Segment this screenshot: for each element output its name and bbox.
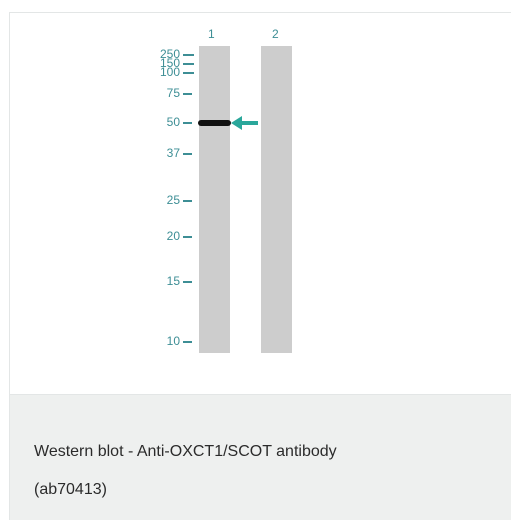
marker-tick-250 xyxy=(183,54,194,56)
marker-tick-10 xyxy=(183,341,192,343)
marker-label-15: 15 xyxy=(166,274,180,288)
marker-label-150: 150 xyxy=(159,56,180,70)
band-arrow-icon xyxy=(231,116,258,130)
marker-tick-37 xyxy=(183,153,192,155)
lane-1 xyxy=(199,46,230,353)
marker-label-50: 50 xyxy=(166,115,180,129)
lane-label-1: 1 xyxy=(208,27,215,41)
lane-2 xyxy=(261,46,292,353)
marker-label-37: 37 xyxy=(166,146,180,160)
western-blot-image[interactable]: 1 2 250 150 100 75 50 37 25 20 15 10 xyxy=(10,13,511,395)
caption-product-code: (ab70413) xyxy=(34,481,107,498)
marker-label-25: 25 xyxy=(166,193,180,207)
marker-tick-100 xyxy=(183,72,194,74)
marker-label-75: 75 xyxy=(166,86,180,100)
marker-tick-50 xyxy=(183,122,192,124)
marker-tick-75 xyxy=(183,93,192,95)
lane-label-2: 2 xyxy=(272,27,279,41)
caption-title: Western blot - Anti-OXCT1/SCOT antibody xyxy=(34,443,337,460)
image-caption: Western blot - Anti-OXCT1/SCOT antibody … xyxy=(34,433,484,509)
marker-tick-25 xyxy=(183,200,192,202)
caption-panel: Western blot - Anti-OXCT1/SCOT antibody … xyxy=(10,395,511,520)
marker-label-10: 10 xyxy=(166,334,180,348)
marker-tick-15 xyxy=(183,281,192,283)
marker-tick-150 xyxy=(183,63,194,65)
protein-band xyxy=(198,120,231,126)
product-image-card: 1 2 250 150 100 75 50 37 25 20 15 10 xyxy=(9,12,511,520)
marker-tick-20 xyxy=(183,236,192,238)
marker-label-20: 20 xyxy=(166,229,180,243)
marker-label-100: 100 xyxy=(159,65,180,79)
marker-label-250: 250 xyxy=(159,47,180,61)
